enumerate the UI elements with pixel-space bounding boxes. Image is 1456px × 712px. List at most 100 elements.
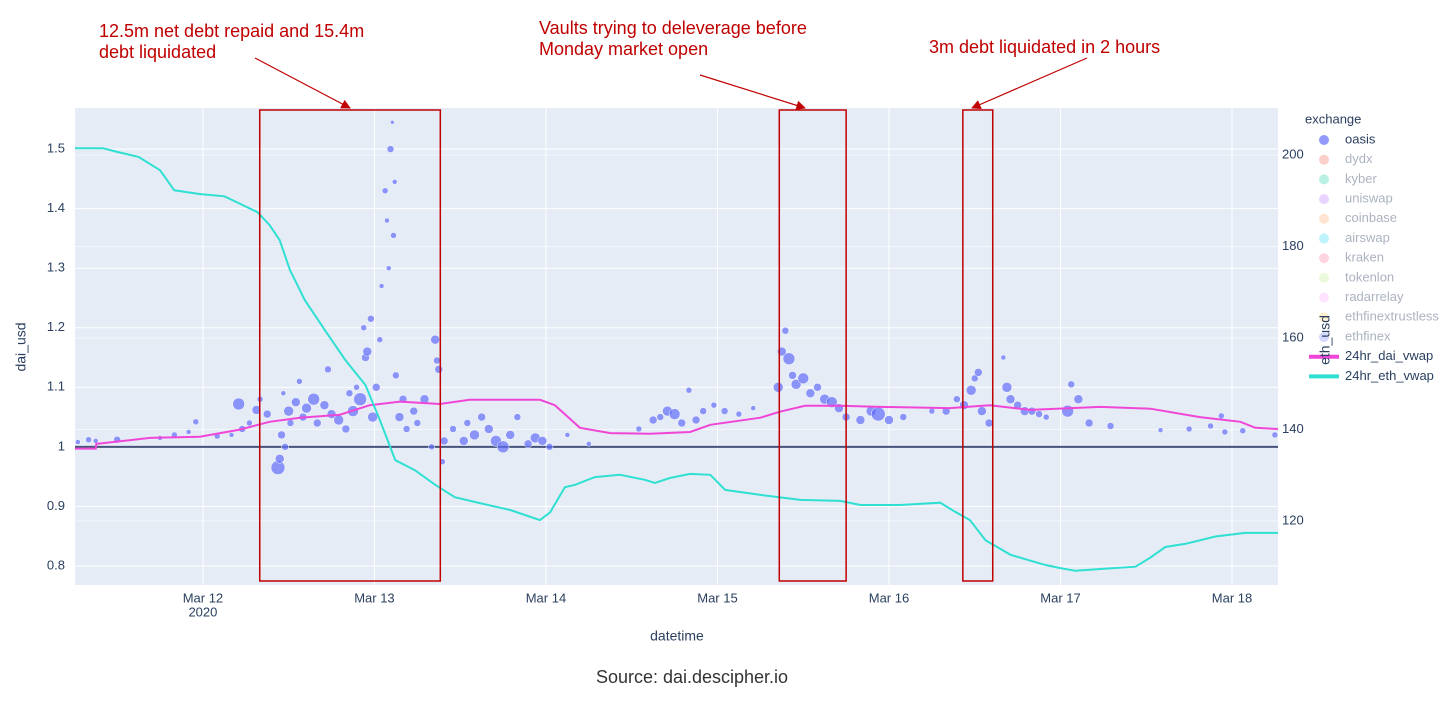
data-point (301, 402, 312, 414)
data-point (185, 429, 192, 435)
data-point (341, 424, 351, 434)
data-point (345, 389, 354, 397)
data-point (228, 432, 235, 438)
data-point (635, 425, 643, 433)
legend-symbol (1319, 194, 1329, 205)
highlight-box (962, 109, 994, 582)
legend-label[interactable]: kyber (1345, 171, 1377, 186)
legend-symbol (1319, 154, 1329, 165)
y-axis-title: dai_usd (13, 322, 29, 371)
data-point (353, 392, 367, 406)
data-point (281, 443, 289, 451)
data-point (496, 440, 510, 454)
data-point (1218, 412, 1225, 420)
data-point (545, 443, 554, 451)
legend-symbol (1319, 272, 1329, 283)
data-point (246, 419, 253, 427)
data-point (513, 413, 522, 421)
legend-label[interactable]: kraken (1345, 250, 1384, 265)
highlight-box (778, 109, 847, 582)
legend-label[interactable]: uniswap (1345, 191, 1393, 206)
legend-symbol (1319, 332, 1329, 342)
data-point (1067, 380, 1075, 389)
highlight-box (258, 109, 442, 582)
y-tick-label: 1.2 (47, 319, 65, 334)
y-tick-label: 0.8 (47, 557, 65, 572)
data-point (262, 409, 272, 419)
data-point (735, 410, 743, 418)
legend-label[interactable]: coinbase (1345, 210, 1397, 225)
data-point (648, 415, 658, 425)
data-point (788, 371, 797, 380)
data-point (477, 412, 486, 422)
data-point (75, 439, 81, 445)
data-point (813, 383, 822, 392)
data-point (85, 436, 92, 443)
data-point (324, 365, 332, 374)
legend-label[interactable]: ethfinex (1345, 328, 1391, 343)
data-point (384, 217, 390, 224)
data-point (286, 419, 295, 427)
y2-tick-label: 180 (1282, 238, 1304, 253)
data-point (367, 315, 375, 323)
y2-tick-label: 200 (1282, 147, 1304, 162)
legend-label[interactable]: tokenlon (1345, 269, 1394, 284)
legend-label[interactable]: dydx (1345, 151, 1373, 166)
data-point (394, 412, 405, 422)
data-point (1157, 427, 1164, 433)
x-tick-label: Mar 12 (183, 590, 223, 605)
data-point (1271, 431, 1278, 439)
legend: exchange oasis dydx kyber uniswap coinbase air… (1305, 111, 1439, 382)
data-point (385, 265, 392, 271)
data-point (274, 454, 285, 464)
data-point (319, 400, 330, 410)
data-point (386, 145, 395, 153)
data-point (586, 441, 592, 447)
data-point (1185, 425, 1193, 433)
data-point (459, 436, 469, 446)
data-point (1073, 394, 1084, 404)
data-point (797, 372, 809, 385)
legend-label[interactable]: radarrelay (1345, 289, 1404, 304)
legend-label[interactable]: airswap (1345, 230, 1390, 245)
data-point (353, 384, 360, 391)
data-point (381, 187, 389, 195)
data-point (953, 395, 961, 403)
data-point (505, 430, 515, 440)
data-point (484, 424, 494, 434)
x-tick-label: Mar 13 (354, 590, 394, 605)
y-tick-label: 1.3 (47, 260, 65, 275)
data-point (750, 405, 756, 411)
data-point (280, 390, 287, 396)
data-point (959, 400, 969, 410)
data-point (232, 397, 245, 411)
data-point (463, 419, 472, 427)
source-note: Source: dai.descipher.io (596, 667, 788, 687)
y2-tick-label: 140 (1282, 421, 1304, 436)
data-point (360, 324, 367, 331)
data-point (984, 418, 994, 428)
annotation-arrow (254, 57, 351, 109)
legend-label[interactable]: oasis (1345, 131, 1376, 146)
legend-title: exchange (1305, 111, 1361, 126)
legend-label[interactable]: 24hr_eth_vwap (1345, 368, 1434, 383)
data-point (376, 336, 384, 343)
data-point (1221, 428, 1229, 436)
x-axis-title: datetime (650, 628, 704, 644)
legend-label[interactable]: ethfinextrustless (1345, 309, 1439, 324)
legend-symbol (1319, 135, 1329, 145)
y2-tick-label: 160 (1282, 329, 1304, 344)
axes: 0.8 0.9 1 1.1 1.2 1.3 1.4 1.5 120 140 160 180 200 Mar… (47, 141, 1304, 620)
legend-label[interactable]: 24hr_dai_vwap (1345, 348, 1433, 363)
data-point (884, 415, 894, 425)
data-point (899, 413, 908, 421)
data-point (1005, 394, 1016, 404)
data-point (391, 179, 398, 185)
data-point (668, 408, 681, 420)
annotation-text: Vaults trying to deleverage before (539, 18, 807, 38)
data-point (433, 356, 441, 365)
data-point (378, 283, 385, 289)
annotation-arrow (971, 57, 1088, 109)
data-point (283, 405, 294, 417)
